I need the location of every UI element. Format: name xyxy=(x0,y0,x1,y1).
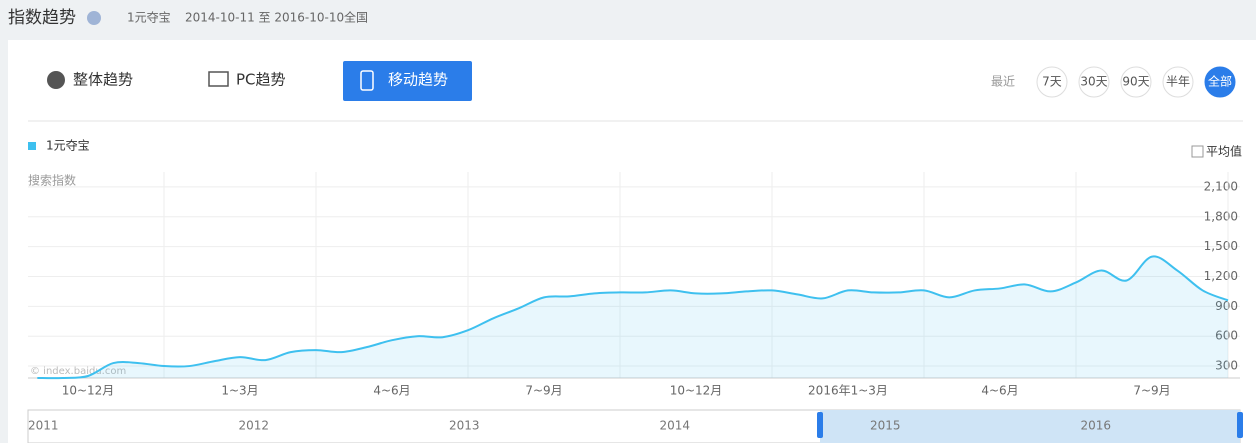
navigator-year: 2016 xyxy=(1081,419,1112,433)
tab-active-bg xyxy=(343,61,472,101)
range-button-bg xyxy=(1204,66,1236,98)
navigator-year: 2015 xyxy=(870,419,901,433)
range-button[interactable]: 30天 xyxy=(1078,66,1110,98)
x-tick-label: 4~6月 xyxy=(373,384,410,398)
tab-label: 移动趋势 xyxy=(388,71,448,89)
y-axis-label: 搜索指数 xyxy=(28,173,76,188)
range-button[interactable]: 半年 xyxy=(1162,66,1194,98)
x-tick-label: 10~12月 xyxy=(62,384,115,398)
range-button-label: 半年 xyxy=(1166,75,1190,89)
help-icon[interactable] xyxy=(87,11,101,25)
range-button-bg xyxy=(1078,66,1110,98)
navigator-year: 2014 xyxy=(660,419,691,433)
legend-swatch xyxy=(28,142,36,150)
y-tick-label: 900 xyxy=(1215,299,1238,313)
keyword: 1元夺宝 xyxy=(127,11,171,25)
card xyxy=(8,40,1256,443)
region: 全国 xyxy=(344,10,368,25)
range-button-bg xyxy=(1120,66,1152,98)
navigator: 2011 2012 2013 2014 2015 2016 xyxy=(27,409,1243,443)
range-button-label: 30天 xyxy=(1080,75,1107,89)
average-label[interactable]: 平均值 xyxy=(1206,144,1242,159)
x-tick-label: 7~9月 xyxy=(1133,384,1170,398)
page-title: 指数趋势 xyxy=(8,8,76,28)
tab-label: 整体趋势 xyxy=(73,71,133,89)
x-tick-label: 1~3月 xyxy=(221,384,258,398)
legend-label: 1元夺宝 xyxy=(46,139,90,153)
x-tick-label: 2016年1~3月 xyxy=(808,384,888,398)
range-button-label: 全部 xyxy=(1208,74,1232,89)
tab-pc[interactable]: PC趋势 xyxy=(208,71,286,89)
phone-icon xyxy=(360,70,374,91)
tab-overall[interactable]: 整体趋势 xyxy=(47,71,133,90)
y-tick-label: 300 xyxy=(1215,359,1238,373)
pie-icon xyxy=(47,71,65,89)
x-tick-label: 4~6月 xyxy=(981,384,1018,398)
range-button-label: 7天 xyxy=(1042,75,1062,89)
navigator-year: 2012 xyxy=(239,419,270,433)
watermark: © index.baidu.com xyxy=(30,366,126,377)
range-button[interactable]: 90天 xyxy=(1120,66,1152,98)
navigator-year: 2013 xyxy=(449,419,480,433)
range-button[interactable]: 7天 xyxy=(1036,66,1068,98)
range-button[interactable]: 全部 xyxy=(1204,66,1236,98)
area xyxy=(37,256,1228,379)
y-tick-label: 1,800 xyxy=(1204,209,1238,223)
date-range: 2014-10-11 至 2016-10-10 xyxy=(185,11,344,25)
tab-label: PC趋势 xyxy=(236,71,286,89)
range-button-label: 90天 xyxy=(1122,75,1149,89)
range-button-bg xyxy=(1162,66,1194,98)
navigator-selection[interactable] xyxy=(820,410,1240,443)
y-tick-label: 1,500 xyxy=(1204,239,1238,253)
range-button-bg xyxy=(1036,66,1068,98)
x-tick-label: 10~12月 xyxy=(670,384,723,398)
line xyxy=(37,255,1229,380)
y-tick-label: 1,200 xyxy=(1204,269,1238,283)
range-label: 最近 xyxy=(991,75,1015,89)
navigator-handle[interactable] xyxy=(817,412,823,438)
y-tick-label: 2,100 xyxy=(1204,179,1238,193)
average-checkbox[interactable] xyxy=(1191,145,1204,158)
tab-mobile[interactable]: 移动趋势 xyxy=(343,61,472,101)
navigator-year: 2011 xyxy=(28,419,59,433)
monitor-icon xyxy=(208,71,229,87)
x-tick-label: 7~9月 xyxy=(525,384,562,398)
y-tick-label: 600 xyxy=(1215,329,1238,343)
navigator-handle[interactable] xyxy=(1237,412,1243,438)
